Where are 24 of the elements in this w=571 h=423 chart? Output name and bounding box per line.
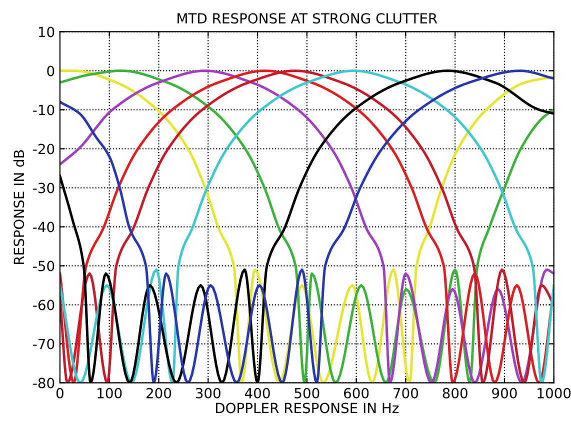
x-tick-label: 100: [98, 388, 122, 398]
y-tick-label: -40: [33, 222, 54, 232]
x-tick-label: 400: [244, 388, 270, 398]
y-axis-title: RESPONSE IN dB: [13, 150, 24, 264]
x-tick-label: 300: [196, 388, 220, 398]
chart-title: MTD RESPONSE AT STRONG CLUTTER: [178, 13, 438, 24]
x-tick-label: 1000: [538, 388, 571, 398]
y-tick-label: -70: [33, 338, 54, 350]
x-axis-title: DOPPLER RESPONSE IN Hz: [216, 402, 399, 414]
y-tick-label: -80: [33, 378, 54, 388]
x-tick-label: 800: [442, 388, 468, 398]
x-tick-label: 900: [492, 388, 517, 398]
y-tick-label: 10: [38, 26, 54, 38]
y-tick-label: -10: [33, 104, 54, 116]
x-tick-label: 500: [294, 388, 320, 398]
y-tick-label: -60: [33, 300, 54, 310]
y-tick-label: -30: [33, 182, 54, 194]
y-tick-label: -50: [33, 260, 54, 272]
y-tick-label: -20: [33, 144, 54, 154]
y-tick-label: 0: [47, 66, 54, 76]
x-tick-label: 700: [394, 388, 418, 398]
x-tick-label: 0: [56, 388, 64, 398]
x-tick-label: 600: [344, 388, 369, 398]
x-tick-label: 200: [146, 388, 172, 398]
